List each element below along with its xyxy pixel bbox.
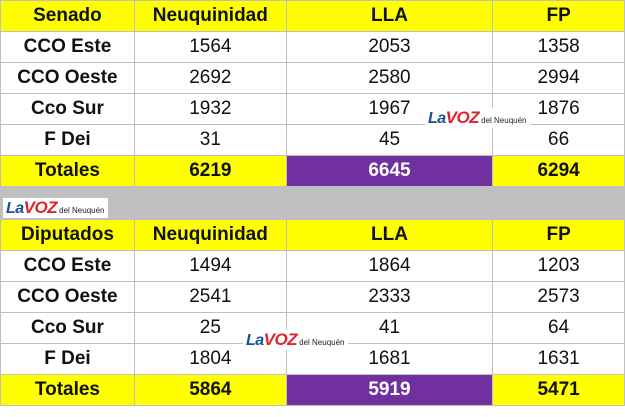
row-label: CCO Este [0, 31, 135, 63]
row-label: Cco Sur [0, 312, 135, 344]
header-cell: LLA [285, 219, 494, 251]
table-row: Cco Sur 1932 1967 1876 [0, 93, 625, 125]
total-cell-lla: 6645 [285, 155, 494, 187]
la-voz-watermark-logo: La VOZ del Neuquén [243, 330, 348, 350]
row-label: F Dei [0, 124, 135, 156]
row-label: CCO Oeste [0, 281, 135, 313]
diputados-header-row: Diputados Neuquinidad LLA FP [0, 219, 625, 251]
table-row: F Dei 31 45 66 [0, 124, 625, 156]
table-cell: 2333 [285, 281, 494, 313]
la-voz-watermark-logo: La VOZ del Neuquén [425, 108, 530, 128]
header-cell: Neuquinidad [133, 0, 287, 32]
row-label: F Dei [0, 343, 135, 375]
table-cell: 31 [133, 124, 287, 156]
header-cell: Senado [0, 0, 135, 32]
total-cell: 5471 [492, 374, 625, 406]
table-cell: 2573 [492, 281, 625, 313]
header-cell: Diputados [0, 219, 135, 251]
total-cell-lla: 5919 [285, 374, 494, 406]
total-cell: 6294 [492, 155, 625, 187]
table-row: CCO Oeste 2692 2580 2994 [0, 62, 625, 94]
table-cell: 64 [492, 312, 625, 344]
table-cell: 1631 [492, 343, 625, 375]
table-cell: 1203 [492, 250, 625, 282]
table-row: CCO Este 1564 2053 1358 [0, 31, 625, 63]
table-cell: 2994 [492, 62, 625, 94]
senado-header-row: Senado Neuquinidad LLA FP [0, 0, 625, 32]
table-cell: 1358 [492, 31, 625, 63]
results-table: Senado Neuquinidad LLA FP CCO Este 1564 … [0, 0, 625, 406]
row-label: Cco Sur [0, 93, 135, 125]
diputados-totals-row: Totales 5864 5919 5471 [0, 374, 625, 406]
table-cell: 1864 [285, 250, 494, 282]
table-cell: 1564 [133, 31, 287, 63]
totals-label: Totales [0, 374, 135, 406]
la-voz-watermark-logo: La VOZ del Neuquén [3, 198, 108, 218]
table-cell: 1932 [133, 93, 287, 125]
table-row: CCO Este 1494 1864 1203 [0, 250, 625, 282]
table-cell: 66 [492, 124, 625, 156]
senado-totals-row: Totales 6219 6645 6294 [0, 155, 625, 187]
table-row: CCO Oeste 2541 2333 2573 [0, 281, 625, 313]
total-cell: 6219 [133, 155, 287, 187]
table-cell: 45 [285, 124, 494, 156]
header-cell: FP [492, 0, 625, 32]
header-cell: FP [492, 219, 625, 251]
row-label: CCO Este [0, 250, 135, 282]
table-cell: 2053 [285, 31, 494, 63]
header-cell: Neuquinidad [133, 219, 287, 251]
header-cell: LLA [285, 0, 494, 32]
total-cell: 5864 [133, 374, 287, 406]
table-cell: 2692 [133, 62, 287, 94]
table-cell: 2541 [133, 281, 287, 313]
totals-label: Totales [0, 155, 135, 187]
row-label: CCO Oeste [0, 62, 135, 94]
table-cell: 1494 [133, 250, 287, 282]
table-cell: 2580 [285, 62, 494, 94]
